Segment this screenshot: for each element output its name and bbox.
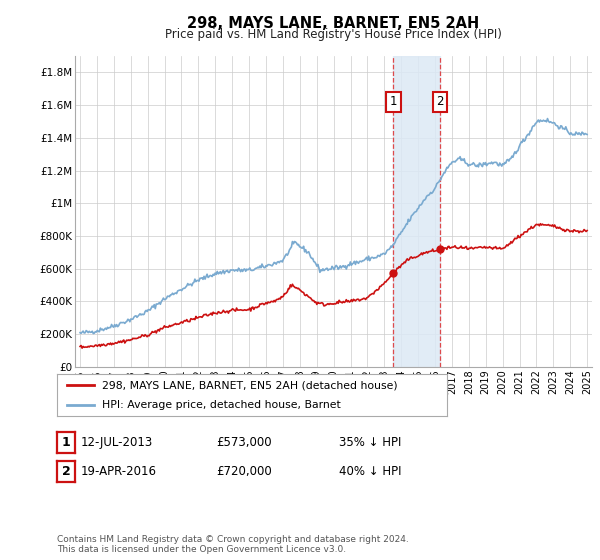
Text: £573,000: £573,000 — [216, 436, 272, 449]
Text: Price paid vs. HM Land Registry's House Price Index (HPI): Price paid vs. HM Land Registry's House … — [164, 28, 502, 41]
Text: 12-JUL-2013: 12-JUL-2013 — [81, 436, 153, 449]
Text: 1: 1 — [62, 436, 70, 449]
Text: 19-APR-2016: 19-APR-2016 — [81, 465, 157, 478]
Text: £720,000: £720,000 — [216, 465, 272, 478]
Text: 40% ↓ HPI: 40% ↓ HPI — [339, 465, 401, 478]
Text: 298, MAYS LANE, BARNET, EN5 2AH: 298, MAYS LANE, BARNET, EN5 2AH — [187, 16, 479, 31]
Text: 1: 1 — [389, 95, 397, 108]
Text: 2: 2 — [436, 95, 444, 108]
Text: 2: 2 — [62, 465, 70, 478]
Bar — [393, 56, 440, 367]
Text: Contains HM Land Registry data © Crown copyright and database right 2024.
This d: Contains HM Land Registry data © Crown c… — [57, 535, 409, 554]
Text: HPI: Average price, detached house, Barnet: HPI: Average price, detached house, Barn… — [102, 400, 341, 409]
Text: 35% ↓ HPI: 35% ↓ HPI — [339, 436, 401, 449]
Text: 298, MAYS LANE, BARNET, EN5 2AH (detached house): 298, MAYS LANE, BARNET, EN5 2AH (detache… — [102, 380, 397, 390]
